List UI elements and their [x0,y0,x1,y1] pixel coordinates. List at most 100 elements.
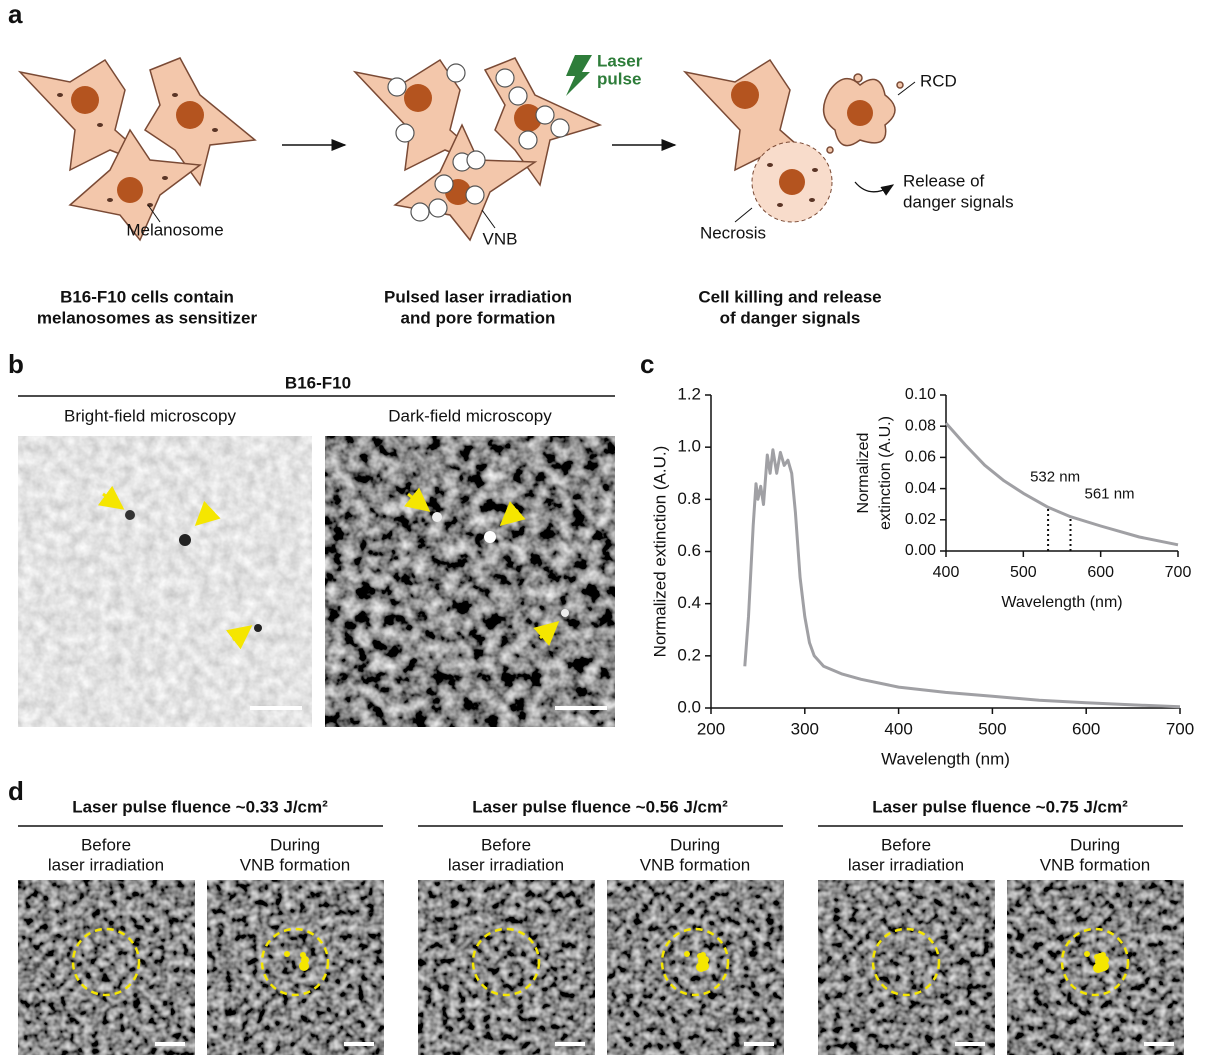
caption: and pore formation [401,308,556,327]
caption: Cell killing and release [698,287,881,306]
vnb-signal [1093,963,1103,973]
roi [660,927,730,997]
fluorescence-image [207,880,384,1055]
y-tick-label: 0.08 [905,417,936,434]
x-axis-label: Wavelength (nm) [881,749,1010,768]
image-title: Before [881,835,931,854]
x-tick-label: 200 [697,719,725,738]
panel-label: c [640,349,654,379]
panel-c: c 0.0 0.2 0.4 0.6 0.8 1.0 1.2 200 300 400 500 600 70… [640,349,1194,769]
vnb-signal [684,951,690,957]
y-tick-label: 0.2 [677,645,701,664]
group-title: Laser pulse fluence ~0.56 J/cm² [472,797,728,816]
x-tick-label: 300 [791,719,819,738]
y-tick-label: 0.00 [905,542,936,559]
panel-d: d Laser pulse fluence ~0.33 J/cm²Beforel… [8,776,1184,1055]
bright-field-image [18,436,312,727]
cells-left [17,57,257,242]
vnb-signal [1084,951,1090,957]
image-title: laser irradiation [848,855,964,874]
y-tick-label: 0.8 [677,489,701,508]
cells-middle [352,55,603,242]
image-title: laser irradiation [448,855,564,874]
vnb-signal [1094,954,1100,960]
dark-field-image [325,436,615,727]
vnb-signal [300,952,306,958]
image-title: Before [81,835,131,854]
image-title: VNB formation [1040,855,1151,874]
y-tick-label: 1.0 [677,437,701,456]
vnb-signal [696,962,706,972]
y-axis-label: Normalized extinction (A.U.) [650,446,669,658]
caption: B16-F10 cells contain [60,287,234,306]
x-tick-label: 600 [1072,719,1100,738]
y-axis-label: extinction (A.U.) [877,416,894,530]
panel-a: a Melanosome Laser pulse VNB RCD Release… [8,0,1014,327]
roi [260,927,330,997]
image-title: VNB formation [240,855,351,874]
x-tick-label: 600 [1087,564,1114,581]
x-tick-label: 400 [933,564,960,581]
label-laser: pulse [597,69,641,88]
vnb-signal [697,953,703,959]
image-title: VNB formation [640,855,751,874]
x-axis-label: Wavelength (nm) [1001,594,1122,611]
spectrum-line [944,422,1179,547]
vnb-signal [299,961,309,971]
image-title: During [270,835,320,854]
group-title: Laser pulse fluence ~0.33 J/cm² [72,797,328,816]
roi [1060,927,1130,997]
panel-b: b B16-F10 Bright-field microscopy Dark-f… [8,349,615,727]
cells-right [682,58,916,223]
image-title: During [670,835,720,854]
group-title: Laser pulse fluence ~0.75 J/cm² [872,797,1128,816]
x-tick-label: 700 [1166,719,1194,738]
fluorescence-image [818,880,995,1055]
panel-title: B16-F10 [285,373,351,392]
fluorescence-image [418,880,595,1055]
y-tick-label: 1.2 [677,384,701,403]
label-vnb: VNB [483,229,518,248]
fluorescence-image [18,880,195,1055]
y-tick-label: 0.4 [677,593,701,612]
label-release: danger signals [903,192,1014,211]
roi [871,927,941,997]
spectrum-line [743,448,1181,709]
y-tick-label: 0.0 [677,697,701,716]
inset-bg [944,393,1180,553]
annotation: 532 nm [1030,468,1080,485]
arrows [97,485,560,650]
image-title: Dark-field microscopy [388,406,552,425]
x-tick-label: 500 [978,719,1006,738]
roi [71,927,141,997]
panel-label: b [8,349,24,379]
image-title: Bright-field microscopy [64,406,236,425]
y-axis-label: Normalized [855,433,872,514]
x-tick-label: 500 [1010,564,1037,581]
label-release: Release of [903,171,985,190]
fluorescence-image [607,880,784,1055]
image-title: Before [481,835,531,854]
y-tick-label: 0.04 [905,480,936,497]
vnb-signal [284,951,290,957]
caption: Pulsed laser irradiation [384,287,572,306]
y-tick-label: 0.10 [905,386,936,403]
label-necrosis: Necrosis [700,223,766,242]
label-laser: Laser [597,51,643,70]
label-rcd: RCD [920,71,957,90]
label-melanosome: Melanosome [126,220,223,239]
y-tick-label: 0.02 [905,511,936,528]
annotation: 561 nm [1085,486,1135,503]
panel-label: d [8,776,24,806]
roi [471,927,541,997]
image-title: laser irradiation [48,855,164,874]
y-tick-label: 0.6 [677,541,701,560]
x-tick-label: 700 [1165,564,1192,581]
panel-label: a [8,0,23,29]
y-tick-label: 0.06 [905,449,936,466]
image-title: During [1070,835,1120,854]
x-tick-label: 400 [884,719,912,738]
caption: of danger signals [720,308,861,327]
caption: melanosomes as sensitizer [37,308,258,327]
